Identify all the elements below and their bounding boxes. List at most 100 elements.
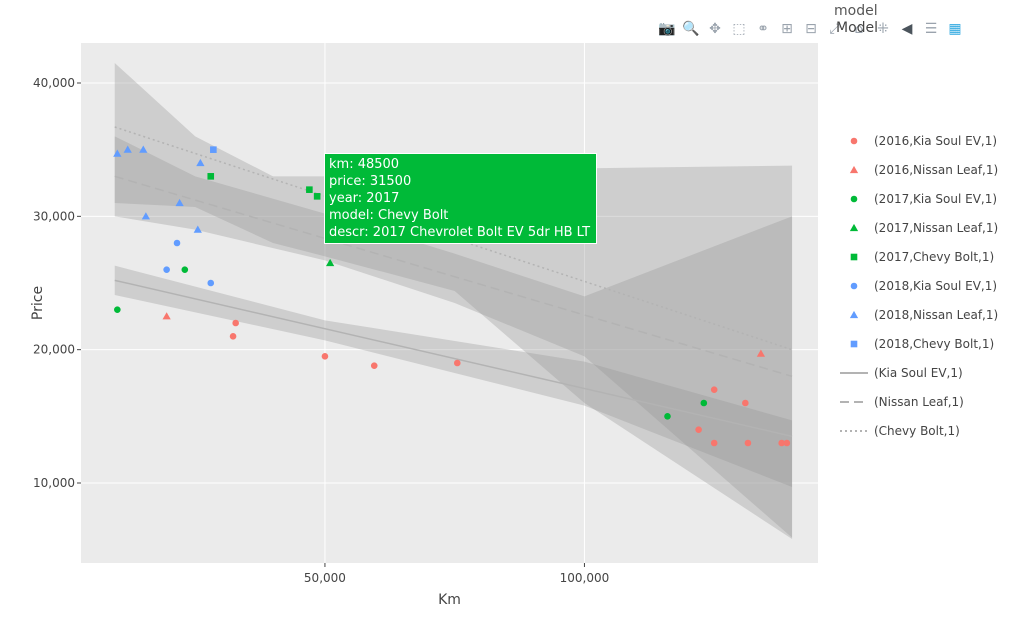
legend-symbol-icon bbox=[840, 371, 868, 374]
data-point[interactable] bbox=[232, 319, 239, 327]
data-point[interactable] bbox=[229, 333, 237, 340]
zoom-icon[interactable]: 🔍 bbox=[682, 21, 700, 37]
legend-label: (2018,Nissan Leaf,1) bbox=[874, 307, 999, 322]
data-point[interactable] bbox=[849, 310, 859, 318]
hover-closest-icon[interactable]: ◀ bbox=[901, 21, 913, 37]
modebar-toolbar: 📷 🔍 ✥ ⬚ ⚭ ⊞ ⊟ ⤢ ⌂ ⁜ ◀ ☰ ▦ bbox=[655, 18, 967, 40]
data-point[interactable] bbox=[664, 413, 671, 420]
data-point[interactable] bbox=[207, 279, 215, 287]
spike-lines-icon[interactable]: ⁜ bbox=[877, 21, 889, 37]
legend-symbol-icon bbox=[849, 223, 859, 231]
data-point[interactable] bbox=[778, 439, 785, 447]
box-select-icon[interactable]: ⬚ bbox=[732, 21, 746, 37]
data-point[interactable] bbox=[193, 225, 202, 233]
lasso-icon[interactable]: ⚭ bbox=[757, 21, 769, 37]
legend-item[interactable]: (2018,Kia Soul EV,1) bbox=[838, 271, 998, 300]
data-point[interactable] bbox=[850, 340, 858, 347]
data-point[interactable] bbox=[175, 198, 184, 207]
data-point[interactable] bbox=[207, 173, 215, 180]
legend-label: (2016,Nissan Leaf,1) bbox=[874, 162, 999, 177]
data-point[interactable] bbox=[850, 282, 858, 289]
data-point[interactable] bbox=[783, 439, 791, 447]
data-point[interactable] bbox=[849, 223, 859, 231]
legend-item[interactable]: (2017,Nissan Leaf,1) bbox=[838, 213, 998, 242]
y-axis-ticks: 10,000 20,000 30,000 40,000 bbox=[33, 76, 81, 490]
data-point[interactable] bbox=[756, 349, 766, 357]
camera-icon[interactable]: 📷 bbox=[658, 21, 676, 37]
data-point[interactable] bbox=[196, 158, 205, 167]
data-point[interactable] bbox=[850, 253, 858, 260]
legend-symbol-icon bbox=[850, 282, 858, 289]
pan-icon[interactable]: ✥ bbox=[709, 21, 721, 37]
legend-item[interactable]: (2017,Chevy Bolt,1) bbox=[838, 242, 998, 271]
plot-panel[interactable] bbox=[81, 43, 818, 563]
data-point[interactable] bbox=[326, 258, 335, 267]
data-point[interactable] bbox=[695, 426, 702, 433]
data-point[interactable] bbox=[700, 399, 708, 407]
data-point[interactable] bbox=[210, 146, 217, 153]
legend-label: (2016,Kia Soul EV,1) bbox=[874, 133, 998, 148]
legend-title: Model bbox=[836, 20, 879, 36]
data-point[interactable] bbox=[139, 145, 148, 153]
plotly-logo-icon[interactable]: ▦ bbox=[948, 21, 962, 37]
confidence-band bbox=[114, 63, 793, 539]
data-point[interactable] bbox=[742, 399, 749, 407]
legend-item[interactable]: (Chevy Bolt,1) bbox=[838, 416, 998, 445]
data-point[interactable] bbox=[313, 193, 321, 200]
x-tick-label: 50,000 bbox=[304, 571, 346, 585]
data-point[interactable] bbox=[453, 359, 461, 367]
legend-item[interactable]: (2018,Nissan Leaf,1) bbox=[838, 300, 998, 329]
zoom-out-icon[interactable]: ⊟ bbox=[805, 21, 817, 37]
confidence-band bbox=[114, 136, 793, 538]
legend-symbol-icon bbox=[850, 340, 858, 347]
legend-title-ghost: model bbox=[834, 3, 878, 19]
data-point[interactable] bbox=[321, 353, 329, 360]
legend-symbol-icon bbox=[850, 137, 858, 144]
data-point[interactable] bbox=[710, 439, 718, 447]
hover-line-year: year: 2017 bbox=[329, 191, 400, 206]
data-point[interactable] bbox=[850, 137, 858, 144]
legend-symbol-icon bbox=[850, 253, 858, 260]
data-point[interactable] bbox=[744, 439, 752, 447]
legend-item[interactable]: (Kia Soul EV,1) bbox=[838, 358, 998, 387]
autoscale-icon[interactable]: ⤢ bbox=[829, 21, 841, 37]
legend-label: (2017,Chevy Bolt,1) bbox=[874, 249, 995, 264]
legend-symbol-icon bbox=[840, 400, 868, 403]
reset-axes-icon[interactable]: ⌂ bbox=[854, 21, 864, 37]
legend-item[interactable]: (2017,Kia Soul EV,1) bbox=[838, 184, 998, 213]
hover-line-km: km: 48500 bbox=[329, 157, 400, 172]
data-point[interactable] bbox=[173, 239, 181, 247]
data-point[interactable] bbox=[114, 306, 121, 313]
data-point[interactable] bbox=[370, 362, 378, 369]
legend-item[interactable]: (2018,Chevy Bolt,1) bbox=[838, 329, 998, 358]
legend-item[interactable]: (2016,Nissan Leaf,1) bbox=[838, 155, 998, 184]
data-point[interactable] bbox=[113, 149, 122, 157]
confidence-bands bbox=[114, 63, 793, 539]
data-point[interactable] bbox=[306, 186, 313, 193]
data-point[interactable] bbox=[141, 212, 151, 220]
legend-symbol-icon bbox=[849, 310, 859, 318]
data-point[interactable] bbox=[850, 195, 858, 202]
legend-symbol-icon bbox=[849, 165, 859, 173]
hover-line-descr: descr: 2017 Chevrolet Bolt EV 5dr HB LT bbox=[329, 225, 591, 240]
hover-line-model: model: Chevy Bolt bbox=[329, 208, 449, 223]
data-point[interactable] bbox=[162, 312, 171, 320]
legend: (2016,Kia Soul EV,1) (2016,Nissan Leaf,1)… bbox=[838, 126, 998, 445]
legend-item[interactable]: (Nissan Leaf,1) bbox=[838, 387, 998, 416]
legend-label: (2018,Kia Soul EV,1) bbox=[874, 278, 998, 293]
data-point[interactable] bbox=[123, 145, 132, 153]
legend-item[interactable]: (2016,Kia Soul EV,1) bbox=[838, 126, 998, 155]
zoom-in-icon[interactable]: ⊞ bbox=[781, 21, 793, 37]
data-point[interactable] bbox=[181, 266, 189, 273]
data-point[interactable] bbox=[710, 386, 718, 393]
hover-compare-icon[interactable]: ☰ bbox=[924, 21, 938, 37]
y-tick-label: 40,000 bbox=[33, 76, 75, 90]
confidence-band bbox=[114, 265, 793, 487]
legend-label: (2017,Nissan Leaf,1) bbox=[874, 220, 999, 235]
x-tick-label: 100,000 bbox=[560, 571, 610, 585]
fit-line bbox=[114, 279, 793, 438]
y-axis-title: Price bbox=[30, 286, 46, 320]
data-point[interactable] bbox=[849, 165, 859, 173]
data-point[interactable] bbox=[163, 266, 170, 273]
legend-symbol-icon bbox=[850, 195, 858, 202]
